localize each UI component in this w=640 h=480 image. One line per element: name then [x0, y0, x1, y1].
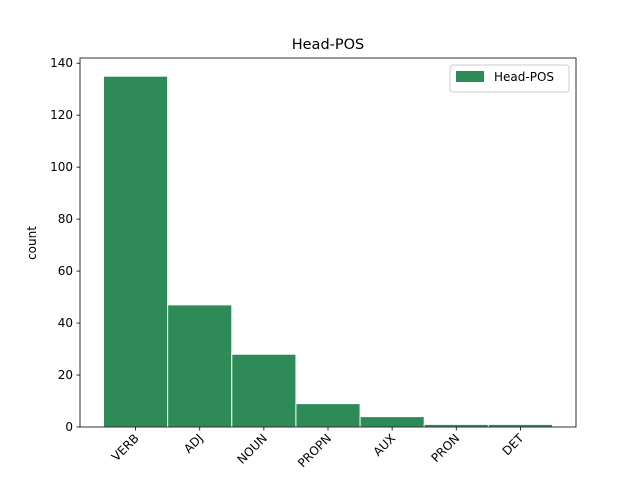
y-tick-label: 120 — [50, 108, 73, 122]
y-tick-label: 0 — [65, 420, 73, 434]
legend: Head-POS — [449, 64, 570, 93]
x-axis-ticks: VERB ADJ NOUN PROPN AUX PRON DET — [109, 427, 527, 470]
y-tick-label: 20 — [58, 368, 73, 382]
x-tick-label: PROPN — [295, 431, 334, 470]
bar-propn — [295, 403, 361, 428]
x-tick-label: VERB — [109, 431, 142, 464]
y-tick-label: 80 — [58, 212, 73, 226]
chart-title: Head-POS — [292, 37, 365, 53]
legend-swatch — [456, 71, 484, 82]
y-tick-label: 100 — [50, 160, 73, 174]
y-axis-label: count — [25, 226, 39, 260]
bars-group — [103, 75, 554, 428]
y-tick-label: 140 — [50, 56, 73, 70]
y-tick-label: 60 — [58, 264, 73, 278]
x-tick-label: DET — [500, 431, 527, 458]
plot-frame — [79, 57, 577, 428]
legend-label: Head-POS — [494, 70, 554, 84]
x-tick-label: ADJ — [181, 431, 206, 456]
bar-verb — [103, 75, 169, 428]
y-axis-ticks: 0 20 40 60 80 100 120 140 — [50, 56, 80, 434]
bar-adj — [167, 304, 233, 428]
bar-noun — [231, 353, 297, 428]
y-tick-label: 40 — [58, 316, 73, 330]
x-tick-label: NOUN — [234, 431, 269, 466]
bar-aux — [359, 416, 425, 428]
x-tick-label: PRON — [428, 431, 462, 465]
x-tick-label: AUX — [371, 431, 399, 459]
